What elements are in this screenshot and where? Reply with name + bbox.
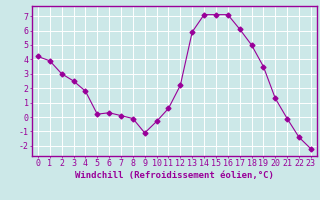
X-axis label: Windchill (Refroidissement éolien,°C): Windchill (Refroidissement éolien,°C) <box>75 171 274 180</box>
